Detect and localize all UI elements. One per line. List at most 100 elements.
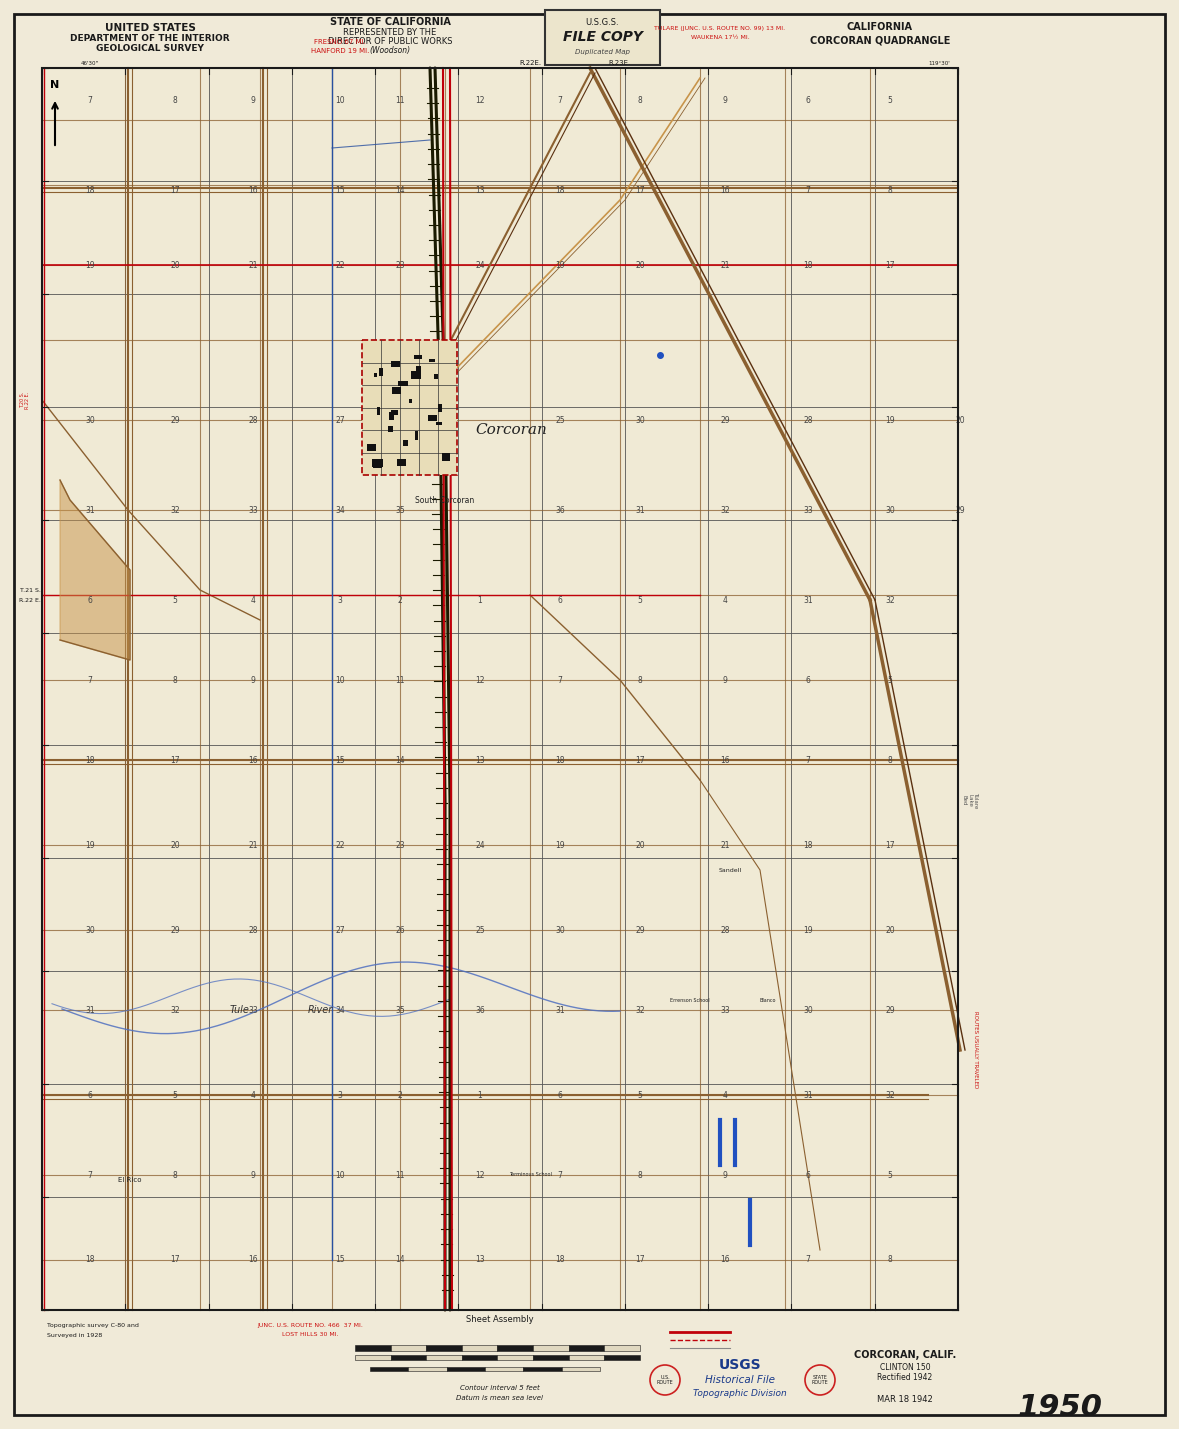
Text: (Woodson): (Woodson) [369,46,410,54]
Bar [368,444,376,452]
Text: LOST HILLS 30 MI.: LOST HILLS 30 MI. [282,1332,338,1336]
Bar [545,10,660,64]
Text: 1: 1 [477,596,482,604]
Bar [409,399,411,403]
Text: 18: 18 [803,260,812,270]
Text: 13: 13 [475,756,485,765]
Text: 6: 6 [87,1090,92,1099]
Text: 25: 25 [475,926,485,935]
Text: Historical File: Historical File [705,1375,775,1385]
Bar [373,459,383,467]
Text: 31: 31 [635,506,645,514]
Text: 9: 9 [723,1170,727,1179]
Text: 30: 30 [885,506,895,514]
Text: STATE
ROUTE: STATE ROUTE [811,1375,829,1385]
Text: USGS: USGS [719,1358,762,1372]
Text: U.S.G.S.: U.S.G.S. [586,17,619,27]
Text: 26: 26 [395,416,404,424]
Text: 9: 9 [723,96,727,104]
Text: REPRESENTED BY THE: REPRESENTED BY THE [343,27,436,37]
Text: 29: 29 [170,416,180,424]
Bar [410,372,422,379]
Text: 34: 34 [335,1006,345,1015]
Text: 36: 36 [475,1006,485,1015]
Bar [462,1355,498,1360]
Text: 8: 8 [172,676,177,684]
Text: CLINTON 150: CLINTON 150 [880,1363,930,1372]
Text: 8: 8 [172,1170,177,1179]
Text: 119°30': 119°30' [928,60,950,66]
Bar [377,407,380,416]
Bar [561,1368,600,1370]
Text: 36: 36 [555,506,565,514]
Text: 30: 30 [85,416,94,424]
Bar [428,414,437,420]
Bar [403,440,408,446]
Bar [391,387,401,394]
Text: 6: 6 [805,96,810,104]
Text: Topographic Division: Topographic Division [693,1389,786,1398]
Text: 32: 32 [170,506,180,514]
Text: 2: 2 [397,1090,402,1099]
Text: 17: 17 [885,260,895,270]
Text: 6: 6 [87,596,92,604]
Text: 5: 5 [172,1090,177,1099]
Text: 2: 2 [397,596,402,604]
Text: 20: 20 [635,260,645,270]
Text: 7: 7 [87,96,92,104]
Bar [355,1345,390,1350]
Bar [533,1355,568,1360]
Text: 8: 8 [638,676,643,684]
Text: 31: 31 [85,506,94,514]
Text: 25: 25 [555,416,565,424]
Text: 16: 16 [720,1256,730,1265]
Text: UNITED STATES: UNITED STATES [105,23,196,33]
Text: Terminous School: Terminous School [508,1173,552,1177]
Text: 16: 16 [249,1256,258,1265]
Bar [390,1355,427,1360]
Text: Duplicated Map: Duplicated Map [575,49,630,56]
Bar [397,459,406,466]
Bar [388,426,393,433]
Text: Corcoran: Corcoran [475,423,547,437]
Text: 29: 29 [170,926,180,935]
Text: 8: 8 [638,1170,643,1179]
Bar [355,1355,390,1360]
Bar [568,1345,605,1350]
Text: 10: 10 [335,1170,344,1179]
Text: 20: 20 [955,416,964,424]
Text: T.20 S.
R.22 E.: T.20 S. R.22 E. [20,392,31,409]
Text: 31: 31 [555,1006,565,1015]
Text: 17: 17 [170,1256,180,1265]
Text: 35: 35 [395,506,404,514]
Text: 17: 17 [170,756,180,765]
Text: 14: 14 [395,756,404,765]
Text: 16: 16 [249,756,258,765]
Text: 33: 33 [803,506,812,514]
Text: 11: 11 [395,96,404,104]
Text: 5: 5 [638,1090,643,1099]
Text: 26: 26 [395,926,404,935]
Text: 17: 17 [635,1256,645,1265]
Text: Sandell: Sandell [718,867,742,873]
Text: 8: 8 [638,96,643,104]
Text: 23: 23 [395,840,404,849]
Text: 4: 4 [723,1090,727,1099]
Text: 7: 7 [558,1170,562,1179]
Bar [442,453,450,462]
Text: GEOLOGICAL SURVEY: GEOLOGICAL SURVEY [95,43,204,53]
Text: Tule: Tule [230,1005,250,1015]
Text: R.23E.: R.23E. [608,60,631,66]
Text: 7: 7 [805,756,810,765]
Text: 12: 12 [475,676,485,684]
Text: 20: 20 [170,260,180,270]
Bar [408,1368,447,1370]
Text: 13: 13 [475,186,485,194]
Bar [42,69,959,1310]
Text: 19: 19 [555,260,565,270]
Text: 33: 33 [248,1006,258,1015]
Text: 6: 6 [805,676,810,684]
Text: 31: 31 [803,596,812,604]
Text: 20: 20 [170,840,180,849]
Text: 10: 10 [335,676,344,684]
